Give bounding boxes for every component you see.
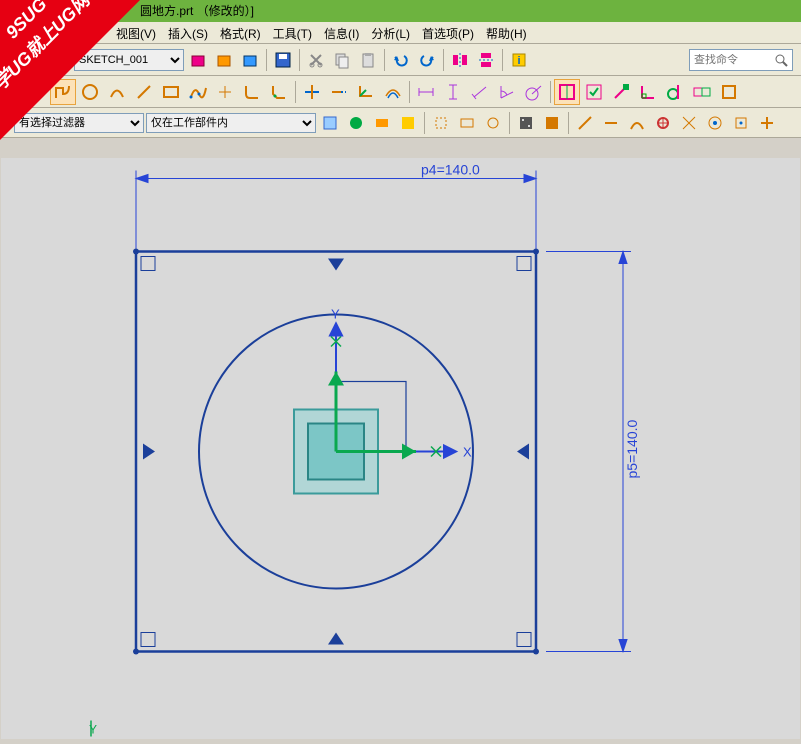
svg-text:Y: Y (89, 723, 97, 737)
menu-format[interactable]: 格式(R) (214, 22, 267, 43)
mirror-h-icon[interactable] (448, 48, 472, 72)
rect-icon[interactable] (158, 79, 184, 105)
constr-conv-icon[interactable] (689, 79, 715, 105)
f9-icon[interactable] (540, 111, 564, 135)
s4-icon[interactable] (651, 111, 675, 135)
offset-icon[interactable] (380, 79, 406, 105)
s5-icon[interactable] (677, 111, 701, 135)
constr-show-icon[interactable] (608, 79, 634, 105)
svg-text:p5=140.0: p5=140.0 (624, 420, 640, 479)
dim-p4: p4=140.0 (136, 162, 536, 249)
f2-icon[interactable] (344, 111, 368, 135)
menu-tools[interactable]: 工具(T) (267, 22, 318, 43)
scope-select[interactable]: 仅在工作部件内 (146, 113, 316, 133)
constr-geo-icon[interactable] (554, 79, 580, 105)
constr-perp-icon[interactable] (635, 79, 661, 105)
svg-text:i: i (517, 55, 520, 67)
undo-icon[interactable] (389, 48, 413, 72)
dim-horiz-icon[interactable] (413, 79, 439, 105)
f6-icon[interactable] (455, 111, 479, 135)
graphics-canvas[interactable]: p4=140.0 p5=140.0 X (1, 158, 800, 739)
copy-icon[interactable] (330, 48, 354, 72)
redo-icon[interactable] (415, 48, 439, 72)
f3-icon[interactable] (370, 111, 394, 135)
point-icon[interactable] (212, 79, 238, 105)
chamfer-icon[interactable] (266, 79, 292, 105)
s8-icon[interactable] (755, 111, 779, 135)
paste-icon[interactable] (356, 48, 380, 72)
s2-icon[interactable] (599, 111, 623, 135)
svg-text:Y: Y (331, 307, 340, 322)
cube-red-icon[interactable] (186, 48, 210, 72)
dim-p5: p5=140.0 (546, 252, 640, 652)
extend-icon[interactable] (326, 79, 352, 105)
fillet-icon[interactable] (239, 79, 265, 105)
menu-prefs[interactable]: 首选项(P) (416, 22, 480, 43)
s1-icon[interactable] (573, 111, 597, 135)
search-icon (774, 53, 788, 67)
command-search[interactable] (689, 49, 793, 71)
menu-info[interactable]: 信息(I) (318, 22, 365, 43)
s3-icon[interactable] (625, 111, 649, 135)
menu-help[interactable]: 帮助(H) (480, 22, 533, 43)
constr-auto-icon[interactable] (581, 79, 607, 105)
dim-rad-icon[interactable] (521, 79, 547, 105)
dim-para-icon[interactable] (467, 79, 493, 105)
spline-icon[interactable] (185, 79, 211, 105)
svg-text:p4=140.0: p4=140.0 (421, 162, 480, 178)
f7-icon[interactable] (481, 111, 505, 135)
corner-icon[interactable] (353, 79, 379, 105)
f4-icon[interactable] (396, 111, 420, 135)
cube-orange-icon[interactable] (212, 48, 236, 72)
constr-proj-icon[interactable] (716, 79, 742, 105)
s7-icon[interactable] (729, 111, 753, 135)
menu-insert[interactable]: 插入(S) (162, 22, 214, 43)
constr-tan-icon[interactable] (662, 79, 688, 105)
s6-icon[interactable] (703, 111, 727, 135)
dim-ang-icon[interactable] (494, 79, 520, 105)
svg-text:X: X (463, 445, 472, 460)
save-icon[interactable] (271, 48, 295, 72)
menu-analysis[interactable]: 分析(L) (365, 22, 416, 43)
view-triad: Y (89, 721, 97, 737)
f5-icon[interactable] (429, 111, 453, 135)
mirror-v-icon[interactable] (474, 48, 498, 72)
trim-icon[interactable] (299, 79, 325, 105)
info-icon[interactable]: i (507, 48, 531, 72)
cube-blue-icon[interactable] (238, 48, 262, 72)
cut-icon[interactable] (304, 48, 328, 72)
title-text: 圆地方.prt （修改的）] (140, 4, 254, 18)
f8-icon[interactable] (514, 111, 538, 135)
f1-icon[interactable] (318, 111, 342, 135)
dim-vert-icon[interactable] (440, 79, 466, 105)
search-input[interactable] (694, 54, 774, 66)
